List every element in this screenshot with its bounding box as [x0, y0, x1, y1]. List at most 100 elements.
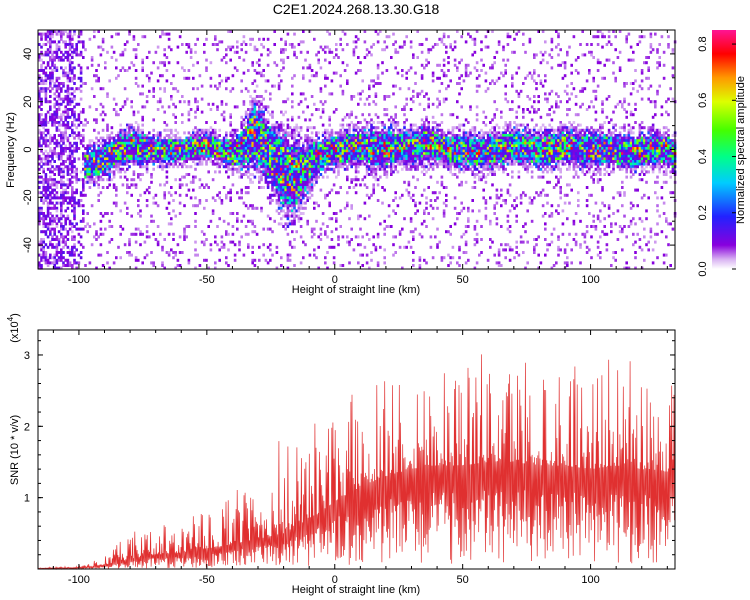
spectrogram-cell: [183, 227, 186, 231]
spectrogram-cell: [332, 131, 336, 135]
spectrogram-cell: [49, 66, 52, 70]
spectrogram-cell: [275, 199, 279, 202]
spectrogram-cell: [304, 160, 307, 163]
spectrogram-cell: [231, 183, 235, 187]
spectrogram-cell: [134, 139, 138, 143]
spectrogram-cell: [310, 144, 314, 148]
spectrogram-cell: [64, 240, 67, 244]
spectrogram-cell: [244, 110, 248, 114]
spectrogram-cell: [286, 256, 290, 260]
spectrogram-cell: [330, 149, 334, 153]
spectrogram-cell: [418, 162, 422, 166]
spectrogram-cell: [225, 134, 228, 137]
spectrogram-cell: [104, 167, 107, 171]
spectrogram-cell: [315, 147, 318, 150]
spectrogram-cell: [284, 131, 287, 135]
spectrogram-cell: [55, 209, 59, 213]
spectrogram-cell: [38, 121, 41, 124]
spectrogram-cell: [262, 227, 265, 231]
spectrogram-cell: [242, 152, 246, 156]
spectrogram-cell: [258, 141, 261, 145]
spectrogram-cell: [313, 141, 316, 145]
spectrogram-cell: [64, 188, 67, 192]
spectrogram-cell: [38, 240, 41, 244]
spectrogram-cell: [71, 162, 74, 166]
spectrogram-cell: [346, 240, 349, 244]
spectrogram-cell: [365, 48, 369, 52]
spectrogram-cell: [209, 134, 213, 137]
spectrogram-cell: [304, 175, 307, 179]
spectrogram-cell: [203, 243, 206, 247]
spectrogram-cell: [275, 141, 279, 145]
spectrogram-cell: [75, 167, 78, 171]
spectrogram-cell: [306, 157, 309, 161]
spectrogram-cell: [240, 157, 243, 161]
spectrogram-cell: [328, 149, 331, 153]
spectrogram-cell: [62, 196, 65, 200]
spectrogram-cell: [152, 160, 155, 163]
spectrogram-cell: [115, 152, 118, 156]
spectrogram-cell: [266, 139, 270, 143]
spectrogram-cell: [392, 157, 395, 161]
spectrogram-cell: [284, 201, 287, 205]
spectrogram-cell: [379, 222, 382, 226]
spectrogram-cell: [150, 175, 153, 179]
spectrogram-cell: [42, 256, 45, 260]
spectrogram-cell: [420, 126, 424, 130]
spectrogram-cell: [365, 53, 369, 57]
spectrogram-cell: [128, 128, 131, 132]
spectrogram-cell: [46, 245, 50, 249]
spectrogram-cell: [242, 144, 246, 148]
spectrogram-cell: [128, 134, 131, 137]
spectrogram-cell: [240, 167, 243, 171]
spectrogram-cell: [51, 245, 54, 249]
spectrogram-cell: [379, 165, 382, 169]
spectrogram-cell: [49, 71, 52, 75]
spectrogram-cell: [394, 113, 397, 117]
spectrogram-cell: [405, 71, 408, 75]
spectrogram-cell: [44, 92, 48, 96]
spectrogram-cell: [93, 95, 96, 98]
spectrogram-cell: [227, 167, 230, 171]
spectrogram-cell: [101, 48, 105, 52]
spectrogram-cell: [255, 149, 259, 153]
spectrogram-cell: [64, 144, 67, 148]
spectrogram-cell: [359, 243, 362, 247]
spectrogram-cell: [130, 160, 133, 163]
spectrogram-cell: [64, 196, 67, 200]
spectrogram-cell: [392, 235, 395, 239]
spectrogram-cell: [163, 128, 166, 132]
spectrogram-cell: [44, 50, 48, 54]
spectrogram-cell: [302, 212, 305, 215]
spectrogram-cell: [183, 141, 186, 145]
spectrogram-cell: [390, 165, 393, 169]
spectrogram-cell: [60, 115, 63, 119]
spectrogram-cell: [354, 183, 358, 187]
spectrogram-cell: [280, 141, 283, 145]
spectrogram-cell: [176, 154, 180, 158]
spectrogram-cell: [269, 227, 272, 231]
spectrogram-cell: [260, 165, 263, 169]
spectrogram-cell: [170, 193, 173, 197]
spectrogram-cell: [161, 149, 164, 153]
spectrogram-cell: [117, 162, 120, 166]
spectrogram-cell: [332, 141, 336, 145]
spectrogram-cell: [313, 167, 316, 171]
spectrogram-cell: [225, 157, 228, 161]
spectrogram-cell: [62, 173, 65, 176]
spectrogram-cell: [53, 102, 56, 106]
spectrogram-cell: [247, 108, 250, 111]
spectrogram-cell: [161, 157, 164, 161]
spectrogram-cell: [211, 160, 215, 163]
spectrogram-cell: [126, 126, 129, 130]
spectrogram-cell: [64, 165, 67, 169]
spectrogram-cell: [247, 162, 250, 166]
spectrogram-cell: [293, 193, 296, 197]
spectrogram-cell: [306, 147, 309, 150]
spectrogram-cell: [200, 240, 204, 244]
spectrogram-cell: [82, 245, 85, 249]
spectrogram-cell: [363, 217, 367, 221]
spectrogram-cell: [346, 113, 349, 117]
spectrogram-cell: [156, 243, 160, 247]
spectrogram-cell: [273, 84, 276, 88]
